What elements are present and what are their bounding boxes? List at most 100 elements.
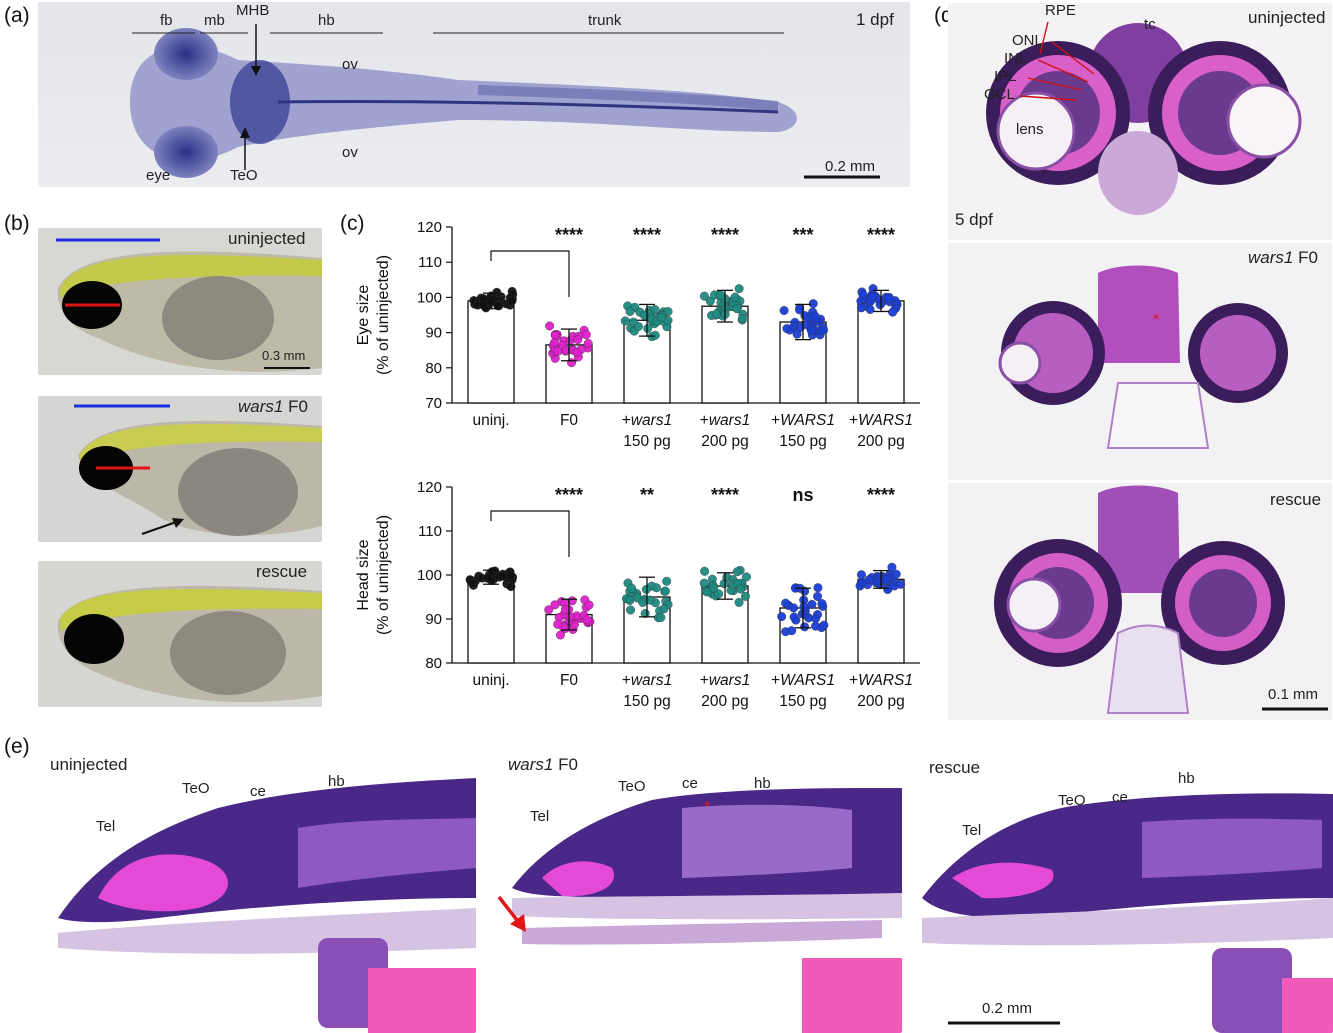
svg-text:*: * [704, 799, 710, 816]
eye-ytick-label-120: 120 [417, 219, 442, 236]
label-stage-5dpf: 5 dpf [955, 210, 993, 229]
panel-d-label-uninjected: uninjected [1248, 8, 1326, 27]
head-xtick-dose-3: 200 pg [701, 693, 748, 710]
head-point-2-19 [662, 576, 672, 586]
eye-point-4-29 [819, 325, 829, 335]
eye-bracket [490, 250, 570, 297]
head-ytick-label-80: 80 [425, 655, 442, 672]
label-tel-2: Tel [530, 808, 550, 825]
head-point-4-17 [789, 612, 799, 622]
head-point-2-9 [651, 583, 661, 593]
eye-point-3-27 [730, 292, 740, 302]
eye-point-2-12 [620, 316, 630, 326]
panel-b-f0-suffix: F0 [283, 397, 308, 416]
head-point-2-24 [627, 583, 637, 593]
head-point-4-15 [813, 583, 823, 593]
panel-label-b: (b) [4, 212, 30, 235]
panel-label-a: (a) [4, 4, 30, 27]
eye-point-0-23 [493, 301, 503, 311]
head-point-5-29 [875, 577, 885, 587]
embryo-wholemount-drawing [130, 28, 797, 178]
panel-a-scale-text: 0.2 mm [825, 158, 876, 175]
eye-point-4-22 [782, 324, 792, 334]
heart-edema-arrowhead [172, 518, 184, 528]
eye-ylabel: Eye size [355, 285, 372, 346]
head-xtick-dose-2: 150 pg [623, 693, 670, 710]
head-point-4-24 [813, 591, 823, 601]
panel-d-rescue-section [948, 483, 1332, 720]
head-xtick-dose-5: 200 pg [857, 693, 904, 710]
label-hb: hb [318, 12, 335, 29]
head-point-2-21 [659, 604, 669, 614]
head-point-4-11 [800, 622, 810, 632]
head-point-4-28 [811, 614, 821, 624]
head-point-4-23 [787, 626, 797, 636]
label-mb: mb [204, 12, 225, 29]
head-xtick-label-1: F0 [560, 672, 578, 689]
eye-xtick-label-1: F0 [560, 412, 578, 429]
label-ce-2: ce [682, 775, 698, 792]
panel-e-label-uninjected: uninjected [50, 755, 128, 774]
head-point-3-29 [709, 583, 719, 593]
label-fb: fb [160, 12, 173, 29]
head-point-5-19 [856, 570, 866, 580]
eye-xtick-label-0: uninj. [472, 412, 509, 429]
head-point-1-24 [582, 615, 592, 625]
eye-point-0-28 [478, 300, 488, 310]
head-point-1-26 [544, 605, 554, 615]
head-significance-2: ** [640, 485, 654, 505]
svg-text:*: * [1153, 312, 1159, 329]
panel-b-uninjected-marks [56, 238, 310, 369]
panel-b-scale-text: 0.3 mm [262, 348, 306, 363]
panel-b-f0-photo [38, 396, 322, 542]
eye-point-4-25 [806, 326, 816, 336]
head-point-1-28 [553, 619, 563, 629]
label-ov-bottom: ov [342, 144, 358, 161]
head-point-0-28 [497, 571, 507, 581]
eye-ytick-label-90: 90 [425, 325, 442, 342]
retina-layer-pointers [1019, 21, 1095, 101]
head-significance-1: **** [555, 485, 583, 505]
head-point-5-28 [864, 575, 874, 585]
eye-point-1-29 [573, 335, 583, 345]
eye-xtick-label-2: +wars1 [622, 412, 672, 429]
eye-point-4-28 [810, 311, 820, 321]
label-onl: ONL [1012, 32, 1043, 49]
eye-point-3-29 [699, 291, 709, 301]
head-ylabel-2: (% of uninjected) [375, 515, 392, 635]
panel-b-f0-gene: wars1 [238, 397, 284, 416]
head-bar-0 [467, 576, 515, 664]
head-point-3-23 [700, 566, 710, 576]
eye-point-3-26 [732, 304, 742, 314]
head-point-1-22 [560, 604, 570, 614]
eye-significance-4: *** [792, 225, 813, 245]
eye-xtick-dose-2: 150 pg [623, 433, 670, 450]
head-point-4-29 [807, 599, 817, 609]
head-xtick-label-2: +wars1 [622, 672, 672, 689]
head-ytick-label-100: 100 [417, 567, 442, 584]
head-point-5-13 [887, 562, 897, 572]
panel-b-f0-marks [74, 404, 184, 535]
head-point-3-19 [714, 589, 724, 599]
head-ytick-label-120: 120 [417, 479, 442, 496]
eye-point-2-4 [643, 324, 653, 334]
eye-point-1-28 [553, 346, 563, 356]
head-point-5-25 [883, 584, 893, 594]
label-ipl: IPL [994, 68, 1017, 85]
head-xtick-dose-4: 150 pg [779, 693, 826, 710]
head-point-1-21 [550, 600, 560, 610]
red-arrow-jaw [497, 895, 526, 932]
eye-point-4-27 [792, 329, 802, 339]
eye-point-4-10 [808, 299, 818, 309]
label-gcl: GCL [984, 86, 1015, 103]
head-point-4-13 [777, 612, 787, 622]
eye-ytick-label-70: 70 [425, 395, 442, 412]
head-point-5-27 [896, 579, 906, 589]
panel-e-f0-gene: wars1 [508, 755, 554, 774]
eye-significance-3: **** [711, 225, 739, 245]
head-point-2-27 [660, 586, 670, 596]
panel-d-label-rescue: rescue [1270, 490, 1322, 509]
head-point-4-27 [819, 620, 829, 630]
head-point-1-25 [584, 600, 594, 610]
label-inl: INL [1004, 50, 1028, 67]
